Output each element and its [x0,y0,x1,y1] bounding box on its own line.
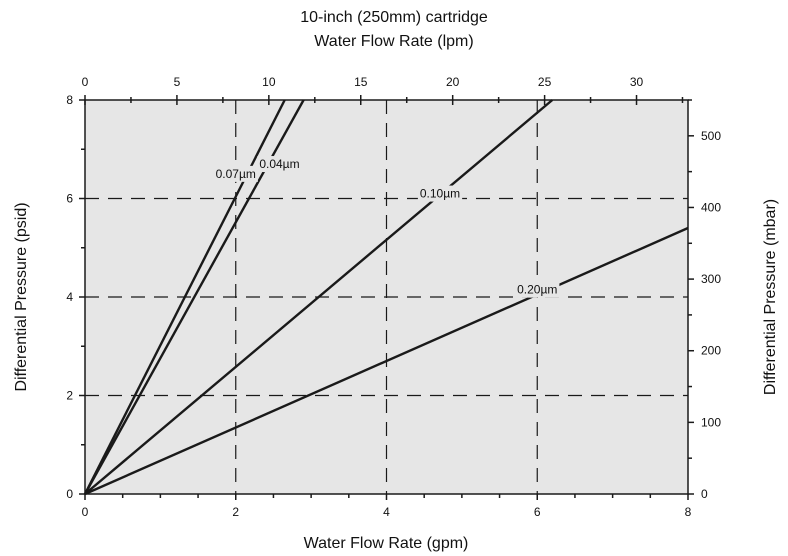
series-label: 0.07µm [216,167,256,181]
y2-tick-label: 200 [701,344,721,358]
y2-tick-label: 0 [701,487,708,501]
y2-tick-label: 100 [701,415,721,429]
x-tick-label: 0 [82,505,89,519]
x-tick-label: 4 [383,505,390,519]
y-tick-label: 4 [66,290,73,304]
top-axis-label: Water Flow Rate (lpm) [314,33,473,50]
x2-tick-label: 0 [82,75,89,89]
y2-tick-label: 400 [701,200,721,214]
series-line [84,226,689,496]
y-tick-label: 8 [66,93,73,107]
series-line [84,99,554,495]
y-tick-label: 2 [66,389,73,403]
y2-tick-label: 300 [701,272,721,286]
series-label-background [515,281,560,298]
y2-tick-label: 500 [701,129,721,143]
series-label-background [213,165,258,182]
y-tick-label: 6 [66,192,73,206]
x2-tick-label: 15 [354,75,368,89]
series-label-background [417,185,463,202]
series-label: 0.20µm [517,283,557,297]
series-label-background [257,156,302,173]
x-tick-label: 2 [232,505,239,519]
left-axis-label: Differential Pressure (psid) [13,202,30,391]
bottom-axis-label: Water Flow Rate (gpm) [304,535,469,552]
chart-title: 10-inch (250mm) cartridge [300,9,488,26]
x2-tick-label: 5 [174,75,181,89]
right-axis-label: Differential Pressure (mbar) [762,199,779,395]
x2-tick-label: 10 [262,75,276,89]
x2-tick-label: 20 [446,75,460,89]
x2-tick-label: 30 [630,75,644,89]
series-line [83,99,286,495]
x-tick-label: 8 [685,505,692,519]
x2-tick-label: 25 [538,75,552,89]
series-label: 0.04µm [259,157,299,171]
x-tick-label: 6 [534,505,541,519]
y-tick-label: 0 [66,487,73,501]
series-label: 0.10µm [420,187,460,201]
